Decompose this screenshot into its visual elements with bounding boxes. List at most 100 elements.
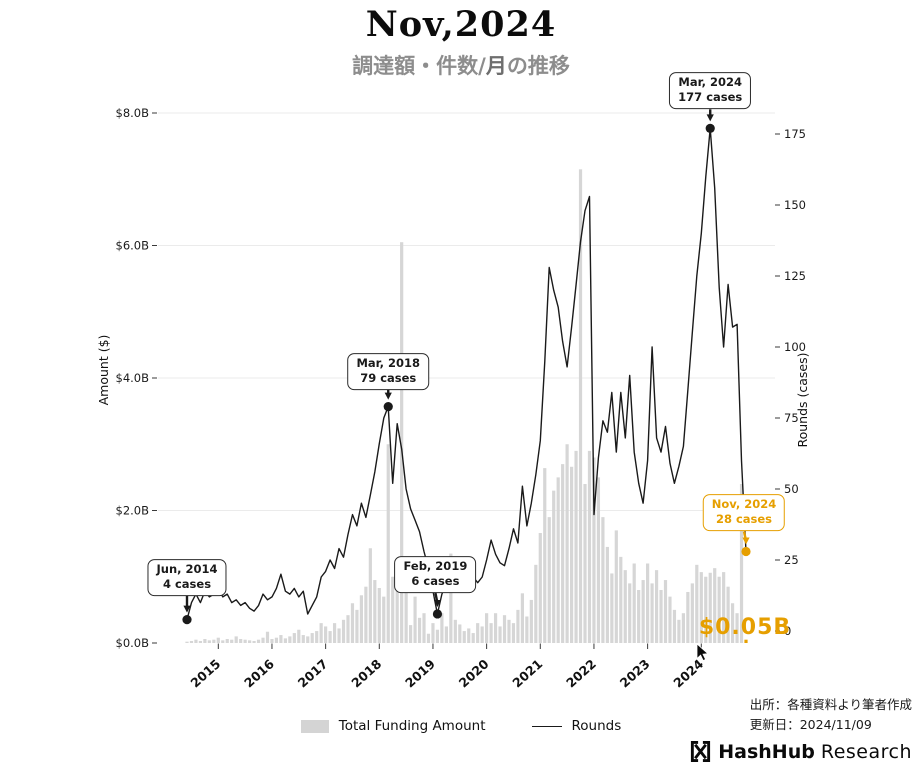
chart-subtitle-bold: 月 (485, 53, 507, 78)
chart-subtitle-prefix: 調達額・件数/ (352, 53, 486, 78)
bar-month (556, 477, 560, 643)
amount-tick-label: $4.0B (116, 371, 150, 385)
bar-month (198, 641, 203, 643)
legend-rounds-label: Rounds (571, 718, 622, 734)
bar-month (216, 637, 220, 643)
funding-swatch-icon (300, 719, 329, 733)
bar-month (422, 613, 426, 643)
bar-month (319, 623, 323, 643)
logo-text-bold: HashHub (718, 740, 815, 763)
rounds-tick-label: 75 (784, 411, 799, 425)
bar-month (368, 548, 372, 643)
updated-date: 更新日：2024/11/09 (749, 717, 872, 732)
bar-month (578, 169, 583, 643)
bar-month (409, 625, 413, 643)
legend-funding-label: Total Funding Amount (338, 718, 486, 734)
bar-month (686, 591, 690, 643)
chart-subtitle-suffix: の推移 (506, 53, 570, 78)
bar-month (538, 533, 542, 643)
hashhub-logo-mark-icon (689, 740, 712, 763)
bar-month (476, 623, 480, 643)
annotation-feb-2019: Feb, 2019 6 cases (394, 556, 477, 593)
bar-month (283, 638, 287, 643)
bar-month (713, 568, 717, 643)
amount-tick-label: $0.0B (116, 636, 150, 650)
bar-month (279, 635, 283, 643)
annotation-dot (182, 615, 192, 625)
bar-month (221, 640, 225, 643)
bar-month (359, 595, 364, 643)
bar-month (623, 570, 627, 643)
bar-month (395, 583, 399, 643)
annotation-mar-2024: Mar, 2024 177 cases (669, 72, 752, 110)
year-label: 2022 (563, 656, 599, 690)
bar-month (552, 490, 556, 643)
bar-month (659, 590, 663, 643)
bar-month (346, 615, 350, 643)
bar-month (288, 636, 292, 643)
bar-month (274, 637, 279, 643)
bar-month (431, 623, 435, 643)
bar-month (292, 633, 296, 643)
bar-month (632, 563, 636, 643)
footer-notes: 出所：各種資料より筆者作成 更新日：2024/11/09 (750, 695, 912, 735)
bar-month (207, 640, 211, 643)
bar-month (677, 619, 681, 643)
amount-tick-label: $2.0B (116, 504, 150, 518)
annotation-arrowhead (706, 114, 714, 122)
bar-month (203, 639, 207, 643)
legend-item-funding: Total Funding Amount (300, 718, 486, 734)
year-label: 2017 (295, 656, 331, 690)
bar-month (256, 639, 261, 643)
bar-month (252, 641, 256, 643)
bar-month (605, 546, 609, 643)
bar-month (739, 484, 744, 643)
bar-month (516, 609, 520, 643)
bar-latest-month (744, 639, 748, 643)
bar-month (681, 613, 685, 643)
bar-month (212, 639, 216, 643)
rounds-tick-label: 50 (784, 482, 799, 496)
rounds-tick-label: 0 (784, 624, 791, 638)
bar-month (489, 623, 493, 643)
last-value-label: $0.05B (698, 615, 792, 640)
bar-month (717, 576, 721, 643)
annotation-dot (741, 546, 751, 557)
bar-month (534, 564, 538, 643)
bar-month (587, 450, 592, 643)
annotation-mar-2018: Mar, 2018 79 cases (347, 352, 430, 390)
bar-month (400, 242, 404, 643)
bar-month (704, 576, 708, 643)
bar-month (525, 616, 529, 643)
year-label: 2023 (617, 656, 653, 690)
bar-month (485, 613, 489, 643)
bar-month (315, 631, 319, 643)
bar-month (426, 633, 431, 643)
year-label: 2016 (241, 656, 277, 691)
bar-month (614, 530, 618, 643)
bar-month (364, 586, 368, 643)
year-label: 2019 (402, 656, 438, 690)
bar-month (672, 609, 677, 643)
bar-month (663, 580, 668, 643)
bar-month (248, 640, 252, 643)
bar-month (654, 570, 659, 643)
bar-month (382, 596, 386, 643)
bar-month (453, 619, 457, 643)
logo-text-regular: Research (820, 740, 912, 763)
bar-month (261, 637, 265, 643)
bar-month (391, 576, 395, 643)
rounds-line-icon (531, 725, 562, 727)
amount-tick-label: $6.0B (116, 239, 150, 253)
source-note: 出所：各種資料より筆者作成 (749, 697, 912, 712)
bar-month (239, 639, 243, 643)
bar-month (543, 468, 547, 643)
bar-month (583, 484, 587, 643)
chart-subtitle: 調達額・件数/月の推移 (0, 50, 922, 80)
annotation-jun-2014: Jun, 2014 4 cases (147, 558, 227, 596)
rounds-tick-label: 150 (784, 198, 806, 212)
rounds-tick-label: 100 (784, 340, 806, 354)
bar-month (493, 613, 498, 643)
bar-month (386, 444, 390, 643)
